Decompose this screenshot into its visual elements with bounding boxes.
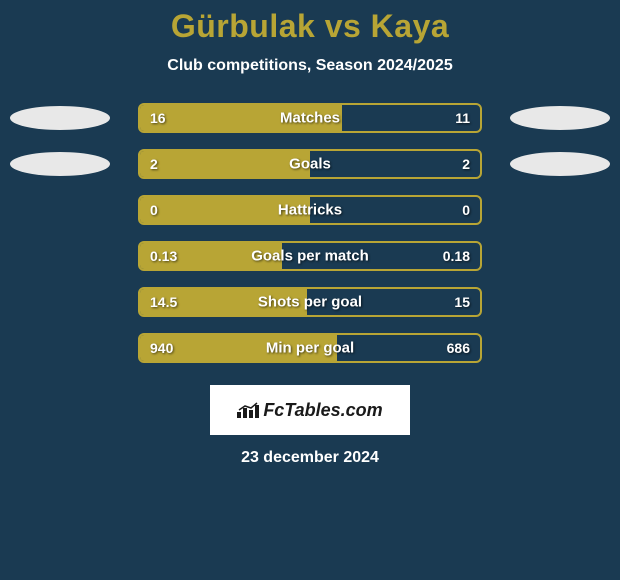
value-left: 0.13 [150,248,177,264]
chart-icon [237,402,259,418]
stat-row: 0 Hattricks 0 [0,195,620,225]
stat-label: Matches [280,110,340,127]
avatar-left [10,106,110,130]
stat-label: Goals per match [251,248,369,265]
value-left: 2 [150,156,158,172]
stat-row: 0.13 Goals per match 0.18 [0,241,620,271]
stat-row: 940 Min per goal 686 [0,333,620,363]
bar-area: 940 Min per goal 686 [138,333,482,363]
stat-row: 2 Goals 2 [0,149,620,179]
subtitle: Club competitions, Season 2024/2025 [0,57,620,75]
stats-rows: 16 Matches 11 2 Goals 2 0 Hattricks 0 0.13 Goals p… [0,103,620,363]
logo: FcTables.com [237,400,382,421]
bar-area: 0 Hattricks 0 [138,195,482,225]
value-right: 2 [462,156,470,172]
logo-text: FcTables.com [263,400,382,421]
avatar-right [510,106,610,130]
bar-area: 2 Goals 2 [138,149,482,179]
value-left: 14.5 [150,294,177,310]
value-left: 16 [150,110,166,126]
value-left: 940 [150,340,173,356]
date: 23 december 2024 [0,449,620,467]
page-title: Gürbulak vs Kaya [0,8,620,45]
value-right: 0.18 [443,248,470,264]
value-right: 0 [462,202,470,218]
stat-row: 16 Matches 11 [0,103,620,133]
value-right: 11 [455,110,470,126]
bar-area: 14.5 Shots per goal 15 [138,287,482,317]
stat-row: 14.5 Shots per goal 15 [0,287,620,317]
logo-box: FcTables.com [210,385,410,435]
stat-label: Shots per goal [258,294,362,311]
avatar-right [510,152,610,176]
value-left: 0 [150,202,158,218]
stat-label: Hattricks [278,202,342,219]
bar-area: 0.13 Goals per match 0.18 [138,241,482,271]
value-right: 15 [454,294,470,310]
comparison-card: Gürbulak vs Kaya Club competitions, Seas… [0,0,620,580]
avatar-left [10,152,110,176]
bar-fill-left [140,151,310,177]
bar-area: 16 Matches 11 [138,103,482,133]
value-right: 686 [447,340,470,356]
stat-label: Min per goal [266,340,354,357]
stat-label: Goals [289,156,331,173]
